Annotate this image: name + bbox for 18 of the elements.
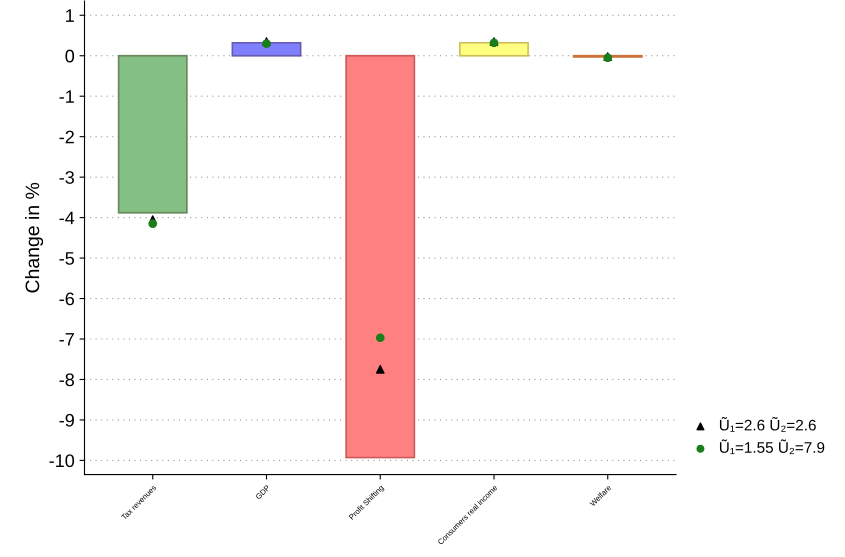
y-tick-label: -7 <box>60 333 74 346</box>
y-tick-label: -3 <box>60 171 74 184</box>
y-tick-label: 1 <box>66 9 74 22</box>
y-tick-label: -6 <box>60 292 74 306</box>
y-tick-label: -4 <box>60 212 74 224</box>
y-tick-label: -1 <box>60 90 74 103</box>
y-tick-label: -5 <box>60 252 74 265</box>
legend-label: Ũ₁=1.55 Ũ₂=7.9 <box>720 439 824 454</box>
point <box>376 333 385 342</box>
y-tick-label: -10 <box>49 454 74 468</box>
point <box>376 364 385 374</box>
point <box>148 219 158 228</box>
y-tick-label: 0 <box>65 50 74 62</box>
legend-label: Ũ₁=2.6 Ũ₂=2.6 <box>720 416 816 432</box>
y-tick-label: -2 <box>60 130 74 144</box>
y-tick-label: -9 <box>60 414 74 427</box>
y-axis-title: Change in % <box>25 182 44 293</box>
y-tick-label: -8 <box>60 373 74 386</box>
